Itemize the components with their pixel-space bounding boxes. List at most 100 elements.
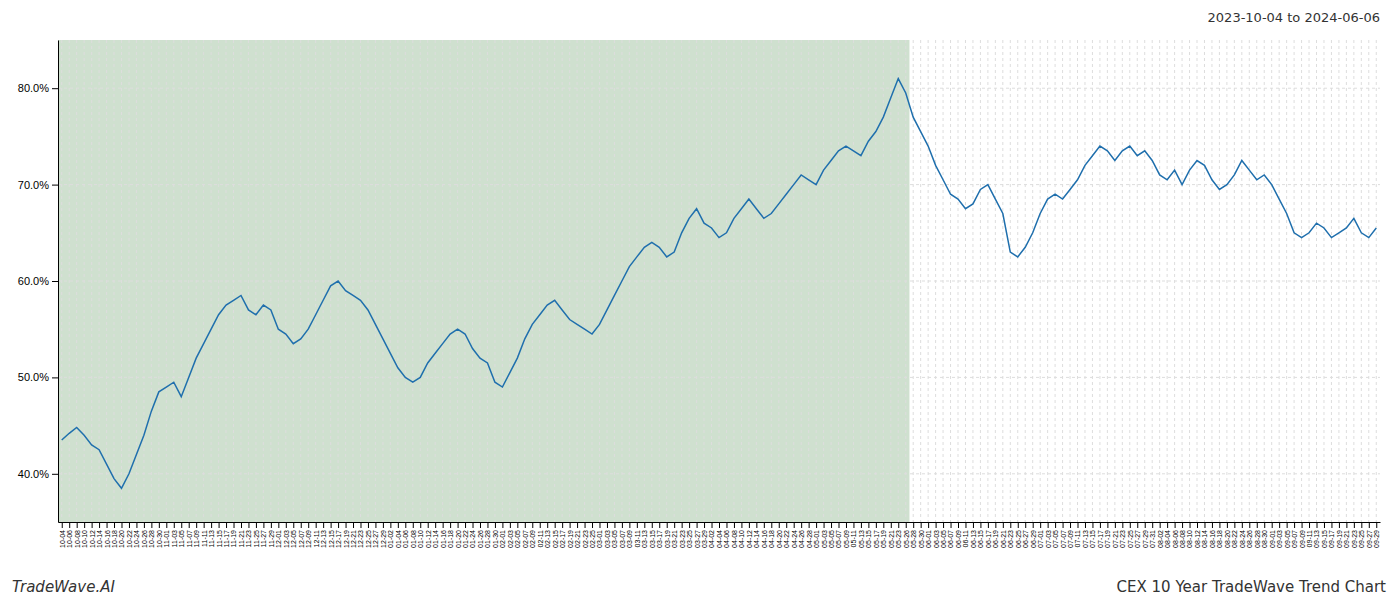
x-grid-line	[1017, 40, 1018, 522]
x-tick-mark	[443, 522, 444, 528]
x-tick: 02-11	[537, 522, 544, 547]
x-tick-label: 03-19	[664, 530, 671, 548]
x-tick-label: 08-22	[1231, 530, 1238, 548]
x-grid-line	[1376, 40, 1377, 522]
x-tick-label: 03-03	[604, 530, 611, 548]
title: CEX 10 Year TradeWave Trend Chart	[1117, 578, 1387, 596]
x-tick-label: 01-28	[484, 530, 491, 548]
x-tick: 06-15	[977, 522, 984, 548]
x-tick-label: 05-15	[865, 530, 872, 548]
x-tick: 03-11	[634, 522, 641, 547]
x-tick-label: 11-01	[163, 530, 170, 547]
x-tick-mark	[540, 522, 541, 528]
x-grid-line	[1114, 40, 1115, 522]
x-tick-mark	[1055, 522, 1056, 528]
x-tick-mark	[1324, 522, 1325, 528]
x-tick: 04-26	[798, 522, 805, 548]
x-tick-label: 02-11	[537, 530, 544, 547]
x-tick-mark	[1130, 522, 1131, 528]
x-tick-mark	[1369, 522, 1370, 528]
x-tick: 08-02	[1157, 522, 1164, 548]
x-tick-label: 02-01	[499, 530, 506, 548]
x-grid-line	[554, 40, 555, 522]
x-grid-line	[240, 40, 241, 522]
x-tick-mark	[301, 522, 302, 528]
x-tick-label: 03-29	[701, 530, 708, 548]
y-tick-label: 60.0%	[18, 275, 49, 287]
x-tick-mark	[62, 522, 63, 528]
x-tick-label: 07-13	[1082, 530, 1089, 548]
x-tick-label: 12-25	[365, 530, 372, 548]
x-tick: 06-29	[1030, 522, 1037, 548]
x-tick-mark	[487, 522, 488, 528]
x-tick-mark	[831, 522, 832, 528]
x-tick-mark	[1092, 522, 1093, 528]
x-tick: 07-29	[1142, 522, 1149, 548]
x-tick-label: 01-26	[477, 530, 484, 548]
x-tick-mark	[204, 522, 205, 528]
x-grid-line	[1189, 40, 1190, 522]
x-grid-line	[106, 40, 107, 522]
x-grid-line	[1167, 40, 1168, 522]
x-tick: 10-16	[103, 522, 110, 548]
x-tick-mark	[338, 522, 339, 528]
x-tick-mark	[1175, 522, 1176, 528]
x-tick: 05-30	[918, 522, 925, 548]
x-tick-label: 04-08	[731, 530, 738, 548]
x-tick-mark	[1063, 522, 1064, 528]
x-tick-label: 08-18	[1216, 530, 1223, 548]
x-tick: 12-03	[283, 522, 290, 548]
x-grid-line	[181, 40, 182, 522]
x-tick-label: 04-02	[708, 530, 715, 548]
x-tick-label: 05-11	[850, 530, 857, 547]
x-tick-mark	[846, 522, 847, 528]
x-tick-label: 09-07	[1291, 530, 1298, 548]
x-grid-line	[367, 40, 368, 522]
x-grid-line	[987, 40, 988, 522]
x-tick-mark	[1309, 522, 1310, 528]
x-tick-mark	[316, 522, 317, 528]
x-tick-mark	[592, 522, 593, 528]
x-tick: 05-09	[843, 522, 850, 548]
x-tick-mark	[988, 522, 989, 528]
x-tick-mark	[92, 522, 93, 528]
x-tick-label: 04-26	[798, 530, 805, 548]
x-tick: 08-10	[1186, 522, 1193, 548]
x-tick-label: 12-21	[350, 530, 357, 548]
x-tick: 11-05	[178, 522, 185, 547]
x-tick-mark	[1361, 522, 1362, 528]
x-grid-line	[838, 40, 839, 522]
y-tick: 80.0%	[18, 82, 58, 94]
x-tick-mark	[943, 522, 944, 528]
x-tick-mark	[547, 522, 548, 528]
x-tick-mark	[585, 522, 586, 528]
x-tick: 06-13	[970, 522, 977, 548]
x-grid-line	[748, 40, 749, 522]
x-tick-label: 09-15	[1321, 530, 1328, 548]
x-tick-mark	[1003, 522, 1004, 528]
x-tick: 02-05	[514, 522, 521, 548]
x-tick: 09-01	[1269, 522, 1276, 548]
x-grid-line	[203, 40, 204, 522]
x-grid-line	[771, 40, 772, 522]
x-grid-line	[1062, 40, 1063, 522]
x-tick-label: 07-05	[1052, 530, 1059, 548]
x-tick: 07-21	[1112, 522, 1119, 548]
x-tick-label: 03-25	[686, 530, 693, 548]
x-grid-line	[943, 40, 944, 522]
x-tick-mark	[1331, 522, 1332, 528]
x-grid-line	[905, 40, 906, 522]
x-tick: 08-06	[1172, 522, 1179, 548]
x-grid-line	[704, 40, 705, 522]
x-tick-mark	[891, 522, 892, 528]
x-tick-label: 12-23	[357, 530, 364, 548]
x-tick-label: 04-10	[738, 530, 745, 548]
x-grid-line	[995, 40, 996, 522]
x-tick: 07-11	[1074, 522, 1081, 547]
x-tick-mark	[435, 522, 436, 528]
x-tick-label: 01-20	[455, 530, 462, 548]
x-grid-line	[547, 40, 548, 522]
x-tick-mark	[726, 522, 727, 528]
x-tick-label: 07-17	[1097, 530, 1104, 548]
x-tick-mark	[331, 522, 332, 528]
